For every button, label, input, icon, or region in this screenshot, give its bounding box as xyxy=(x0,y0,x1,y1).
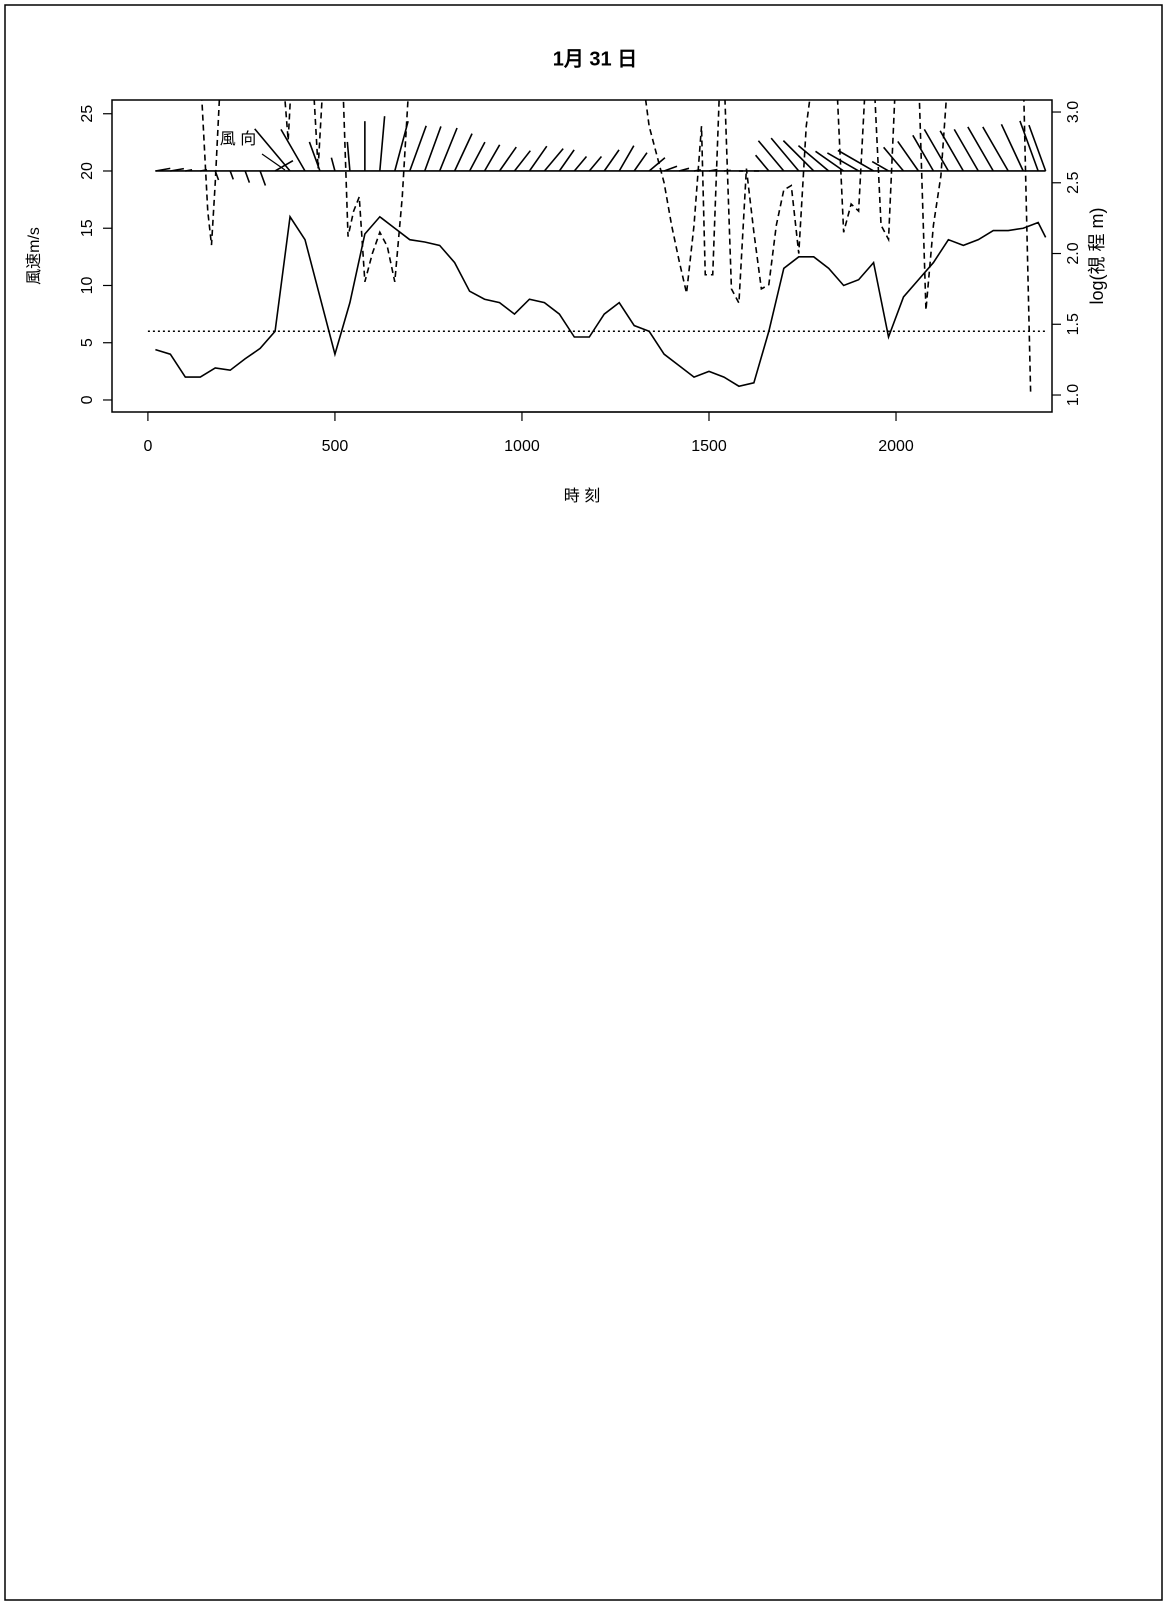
wind-stick xyxy=(815,150,845,172)
wind-stick xyxy=(897,140,920,172)
wind-stick xyxy=(408,125,427,172)
wind-stick xyxy=(498,146,517,172)
wind-stick xyxy=(618,145,635,172)
wind-stick xyxy=(923,128,950,172)
x-tick-label: 1000 xyxy=(504,438,540,455)
page-frame xyxy=(4,4,1163,1601)
wind-stick xyxy=(967,126,994,172)
wind-stick xyxy=(346,141,351,172)
wind-stick xyxy=(797,144,830,172)
wind-stick xyxy=(274,159,294,172)
x-tick-label: 1500 xyxy=(691,438,727,455)
wind-stick xyxy=(330,157,336,172)
wind-stick xyxy=(423,126,442,172)
x-tick-label: 0 xyxy=(143,438,152,455)
y2-tick-label: 1.5 xyxy=(1065,313,1082,335)
y-tick-label: 10 xyxy=(79,276,96,294)
wind-stick xyxy=(883,146,905,172)
y2-tick-label: 2.0 xyxy=(1065,242,1082,264)
y2-axis-label: log(視 程 m) xyxy=(1087,207,1107,304)
y-tick-label: 20 xyxy=(79,162,96,180)
wind-stick xyxy=(573,156,588,172)
wind-stick xyxy=(754,154,770,172)
wind-stick xyxy=(757,140,785,172)
wind-stick xyxy=(379,116,386,172)
y2-tick-label: 1.0 xyxy=(1065,384,1082,406)
y-tick-label: 0 xyxy=(79,395,96,404)
wind-speed-line xyxy=(155,214,1047,388)
wind-stick xyxy=(912,134,935,172)
y-tick-label: 5 xyxy=(79,338,96,347)
annotation: 風 向 xyxy=(220,130,256,148)
x-axis-label: 時 刻 xyxy=(564,487,600,505)
y2-tick-label: 3.0 xyxy=(1065,101,1082,123)
y-tick-label: 15 xyxy=(79,219,96,237)
x-tick-label: 500 xyxy=(322,438,349,455)
wind-stick xyxy=(871,160,889,172)
wind-stick xyxy=(603,149,620,172)
wind-stick xyxy=(513,150,531,172)
y-tick-label: 25 xyxy=(79,105,96,123)
chart-title: 1月 31 日 xyxy=(553,48,637,70)
wind-stick xyxy=(259,170,267,186)
wind-stick xyxy=(483,144,501,172)
wind-stick xyxy=(782,140,815,172)
wind-stick xyxy=(826,152,860,172)
wind-stick xyxy=(254,128,291,172)
wind-stick xyxy=(982,126,1009,172)
y2-tick-label: 2.5 xyxy=(1065,172,1082,194)
plot-area xyxy=(147,100,1047,396)
visibility-line xyxy=(201,100,1032,396)
wind-stick xyxy=(1028,124,1047,172)
wind-stick xyxy=(648,157,666,172)
wind-stick xyxy=(588,156,603,172)
wind-stick xyxy=(453,133,473,172)
wind-stick xyxy=(543,148,564,172)
wind-stick xyxy=(528,145,548,172)
wind-stick xyxy=(953,128,980,172)
y-axis-label: 風速m/s xyxy=(25,227,43,285)
wind-stick xyxy=(468,141,486,172)
wind-stick xyxy=(229,170,235,180)
wind-stick xyxy=(770,137,800,172)
wind-stick xyxy=(438,127,458,172)
wind-stick xyxy=(280,128,306,172)
wind-stick xyxy=(1019,120,1039,172)
wind-stick xyxy=(1000,123,1024,172)
x-tick-label: 2000 xyxy=(878,438,914,455)
wind-stick xyxy=(244,170,251,183)
wind-stick xyxy=(633,152,648,172)
wind-stick xyxy=(394,121,409,172)
wind-stick xyxy=(837,149,874,172)
wind-stick xyxy=(558,149,575,172)
